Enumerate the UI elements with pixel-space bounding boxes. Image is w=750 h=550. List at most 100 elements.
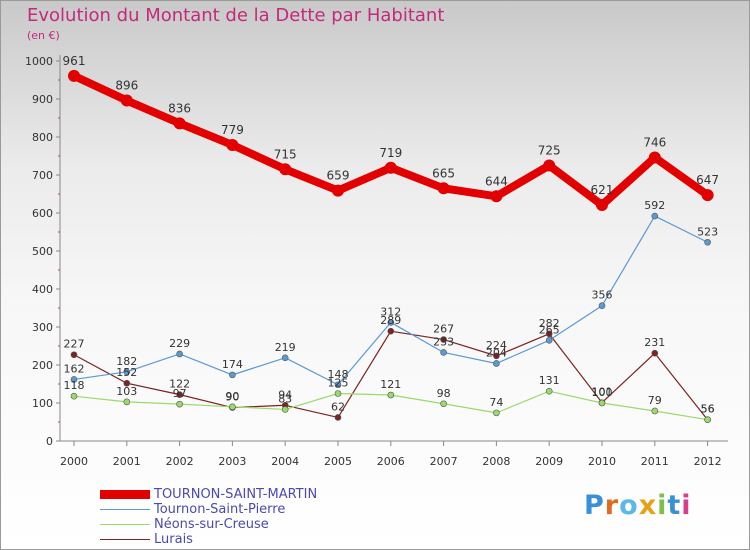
data-point bbox=[176, 400, 183, 408]
data-label: 162 bbox=[64, 362, 85, 375]
logo-letter: i bbox=[657, 490, 668, 521]
data-point bbox=[176, 350, 183, 358]
data-label: 659 bbox=[327, 169, 350, 183]
data-label: 665 bbox=[432, 166, 455, 180]
data-point bbox=[384, 161, 397, 174]
data-point bbox=[387, 319, 395, 326]
data-label: 779 bbox=[221, 123, 244, 137]
data-point bbox=[123, 379, 131, 387]
y-tick-label: 0 bbox=[46, 435, 53, 448]
data-point bbox=[545, 330, 553, 338]
x-tick-label: 2010 bbox=[588, 455, 616, 468]
data-point bbox=[70, 392, 78, 400]
legend-swatch bbox=[100, 532, 150, 547]
data-label: 131 bbox=[539, 374, 560, 387]
data-point bbox=[68, 69, 80, 82]
logo-letter: x bbox=[638, 490, 658, 521]
data-label: 312 bbox=[380, 305, 401, 318]
legend-swatch bbox=[100, 487, 150, 502]
data-point bbox=[334, 390, 342, 397]
data-point bbox=[493, 352, 500, 360]
legend-label: Tournon-Saint-Pierre bbox=[154, 502, 286, 517]
data-label: 523 bbox=[697, 225, 718, 238]
data-point bbox=[123, 398, 131, 406]
data-label: 265 bbox=[539, 323, 560, 336]
data-label: 219 bbox=[275, 341, 296, 354]
legend-swatch bbox=[100, 502, 150, 517]
data-point bbox=[545, 387, 553, 395]
data-label: 227 bbox=[64, 338, 85, 351]
x-tick-label: 2008 bbox=[482, 455, 510, 468]
chart-title: Evolution du Montant de la Dette par Hab… bbox=[27, 5, 445, 26]
logo-letter: o bbox=[619, 490, 639, 521]
data-point bbox=[279, 163, 292, 176]
data-point bbox=[493, 360, 500, 367]
data-label: 644 bbox=[485, 174, 508, 188]
x-tick-label: 2001 bbox=[113, 455, 141, 468]
y-tick-label: 1000 bbox=[25, 55, 53, 68]
data-point bbox=[70, 351, 78, 359]
data-label: 182 bbox=[116, 355, 137, 368]
data-point bbox=[387, 391, 395, 399]
data-point bbox=[596, 199, 608, 212]
data-point bbox=[543, 159, 556, 172]
data-label: 204 bbox=[486, 346, 507, 359]
y-tick-label: 800 bbox=[32, 131, 53, 144]
data-label: 231 bbox=[644, 336, 665, 349]
data-point bbox=[120, 94, 133, 107]
proxiti-logo: Proxiti bbox=[584, 490, 692, 521]
data-label: 233 bbox=[433, 335, 454, 348]
data-label: 56 bbox=[701, 403, 715, 416]
data-point bbox=[704, 238, 711, 246]
data-label: 267 bbox=[433, 323, 454, 336]
data-label: 101 bbox=[592, 386, 613, 399]
data-point bbox=[651, 407, 659, 415]
data-label: 174 bbox=[222, 358, 243, 371]
data-label: 122 bbox=[169, 378, 190, 391]
y-tick-label: 500 bbox=[32, 245, 53, 258]
data-point bbox=[651, 349, 659, 357]
x-tick-label: 2009 bbox=[535, 455, 563, 468]
x-tick-label: 2006 bbox=[377, 455, 405, 468]
data-point bbox=[440, 349, 447, 356]
data-label: 79 bbox=[648, 394, 662, 407]
data-point bbox=[176, 391, 183, 398]
data-label: 896 bbox=[115, 79, 138, 93]
data-label: 836 bbox=[168, 101, 191, 115]
data-point bbox=[334, 414, 342, 421]
data-point bbox=[123, 368, 131, 376]
data-label: 148 bbox=[328, 368, 349, 381]
data-point bbox=[332, 184, 344, 197]
data-label: 289 bbox=[380, 314, 401, 327]
data-label: 647 bbox=[696, 173, 719, 187]
data-point bbox=[229, 403, 236, 411]
y-tick-label: 600 bbox=[32, 207, 53, 220]
data-label: 83 bbox=[278, 392, 292, 405]
data-label: 961 bbox=[63, 54, 86, 68]
logo-letter: t bbox=[667, 490, 682, 521]
data-point bbox=[648, 151, 661, 164]
data-label: 74 bbox=[489, 396, 503, 409]
data-label: 90 bbox=[225, 390, 239, 403]
data-point bbox=[440, 400, 447, 408]
data-label: 224 bbox=[486, 339, 507, 352]
data-point bbox=[440, 336, 447, 343]
data-point bbox=[226, 138, 239, 151]
y-tick-label: 300 bbox=[32, 321, 53, 334]
legend-label: TOURNON-SAINT-MARTIN bbox=[154, 487, 318, 502]
data-point bbox=[173, 117, 186, 130]
chart-subtitle: (en €) bbox=[27, 29, 60, 42]
data-label: 62 bbox=[331, 400, 345, 413]
x-tick-label: 2000 bbox=[60, 455, 88, 468]
data-point bbox=[493, 409, 500, 417]
x-tick-label: 2002 bbox=[166, 455, 194, 468]
series-line bbox=[73, 215, 709, 386]
x-tick-label: 2003 bbox=[218, 455, 246, 468]
data-label: 592 bbox=[644, 199, 665, 212]
data-label: 715 bbox=[274, 147, 297, 161]
data-point bbox=[334, 381, 342, 389]
data-label: 229 bbox=[169, 337, 190, 350]
data-label: 356 bbox=[592, 289, 613, 302]
data-point bbox=[70, 376, 78, 383]
